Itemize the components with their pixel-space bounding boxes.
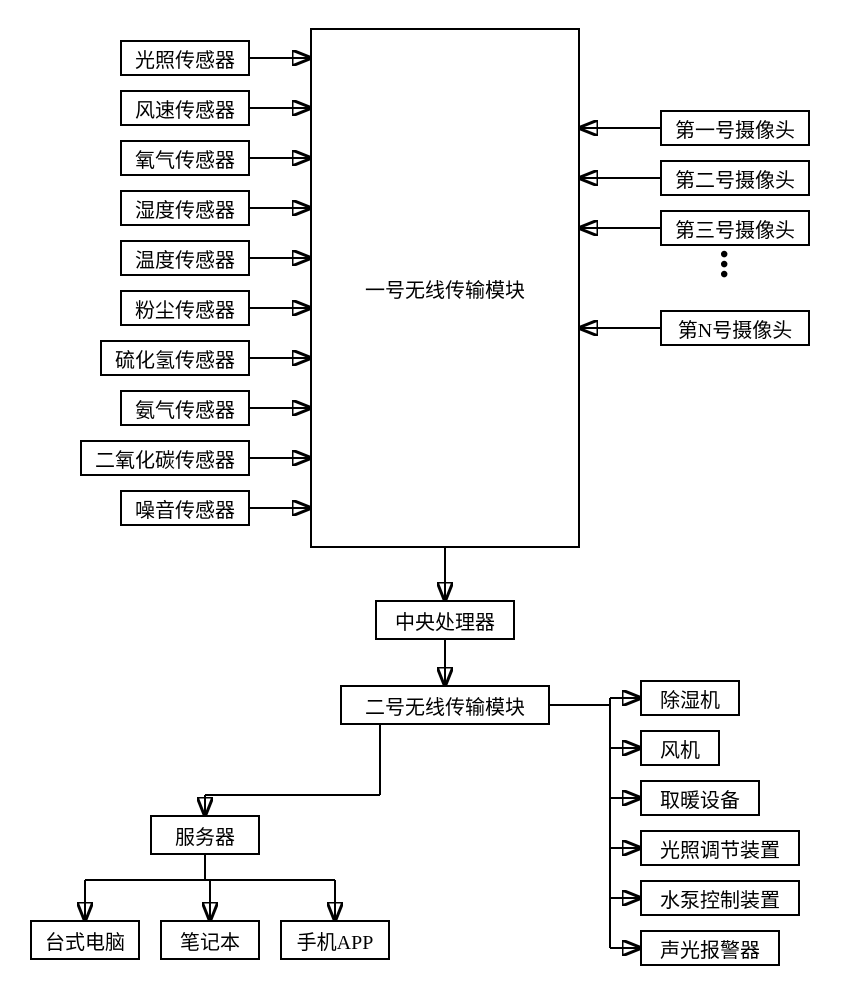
camera-ellipsis: ••• (720, 250, 728, 280)
camera-box-0: 第一号摄像头 (660, 110, 810, 146)
client-label-2: 手机APP (297, 926, 374, 955)
client-label-1: 笔记本 (180, 926, 240, 955)
actuator-label-3: 光照调节装置 (660, 834, 780, 863)
actuator-box-2: 取暖设备 (640, 780, 760, 816)
actuator-box-0: 除湿机 (640, 680, 740, 716)
actuator-box-4: 水泵控制装置 (640, 880, 800, 916)
client-box-0: 台式电脑 (30, 920, 140, 960)
module-1-box: 一号无线传输模块 (310, 28, 580, 548)
sensor-box-7: 氨气传感器 (120, 390, 250, 426)
actuator-label-2: 取暖设备 (660, 784, 740, 813)
client-box-1: 笔记本 (160, 920, 260, 960)
camera-box-3: 第N号摄像头 (660, 310, 810, 346)
sensor-label-8: 二氧化碳传感器 (95, 444, 235, 473)
sensor-box-0: 光照传感器 (120, 40, 250, 76)
client-label-0: 台式电脑 (45, 926, 125, 955)
camera-label-1: 第二号摄像头 (675, 164, 795, 193)
sensor-label-5: 粉尘传感器 (135, 294, 235, 323)
sensor-box-3: 湿度传感器 (120, 190, 250, 226)
sensor-box-4: 温度传感器 (120, 240, 250, 276)
module-2-box: 二号无线传输模块 (340, 685, 550, 725)
sensor-label-7: 氨气传感器 (135, 394, 235, 423)
sensor-label-6: 硫化氢传感器 (115, 344, 235, 373)
sensor-label-9: 噪音传感器 (135, 494, 235, 523)
camera-label-0: 第一号摄像头 (675, 114, 795, 143)
camera-label-2: 第三号摄像头 (675, 214, 795, 243)
camera-box-2: 第三号摄像头 (660, 210, 810, 246)
actuator-label-5: 声光报警器 (660, 934, 760, 963)
cpu-label: 中央处理器 (395, 606, 495, 635)
server-box: 服务器 (150, 815, 260, 855)
actuator-box-3: 光照调节装置 (640, 830, 800, 866)
module-2-label: 二号无线传输模块 (365, 691, 525, 720)
actuator-label-1: 风机 (660, 734, 700, 763)
module-1-label: 一号无线传输模块 (365, 274, 525, 303)
sensor-box-6: 硫化氢传感器 (100, 340, 250, 376)
server-label: 服务器 (175, 821, 235, 850)
sensor-label-2: 氧气传感器 (135, 144, 235, 173)
sensor-box-2: 氧气传感器 (120, 140, 250, 176)
camera-label-3: 第N号摄像头 (678, 314, 792, 343)
diagram-canvas: 一号无线传输模块 光照传感器风速传感器氧气传感器湿度传感器温度传感器粉尘传感器硫… (0, 0, 864, 1000)
sensor-label-3: 湿度传感器 (135, 194, 235, 223)
sensor-label-0: 光照传感器 (135, 44, 235, 73)
camera-box-1: 第二号摄像头 (660, 160, 810, 196)
actuator-box-1: 风机 (640, 730, 720, 766)
sensor-box-8: 二氧化碳传感器 (80, 440, 250, 476)
client-box-2: 手机APP (280, 920, 390, 960)
sensor-box-5: 粉尘传感器 (120, 290, 250, 326)
sensor-label-1: 风速传感器 (135, 94, 235, 123)
cpu-box: 中央处理器 (375, 600, 515, 640)
sensor-label-4: 温度传感器 (135, 244, 235, 273)
actuator-label-4: 水泵控制装置 (660, 884, 780, 913)
actuator-box-5: 声光报警器 (640, 930, 780, 966)
sensor-box-1: 风速传感器 (120, 90, 250, 126)
sensor-box-9: 噪音传感器 (120, 490, 250, 526)
actuator-label-0: 除湿机 (660, 684, 720, 713)
